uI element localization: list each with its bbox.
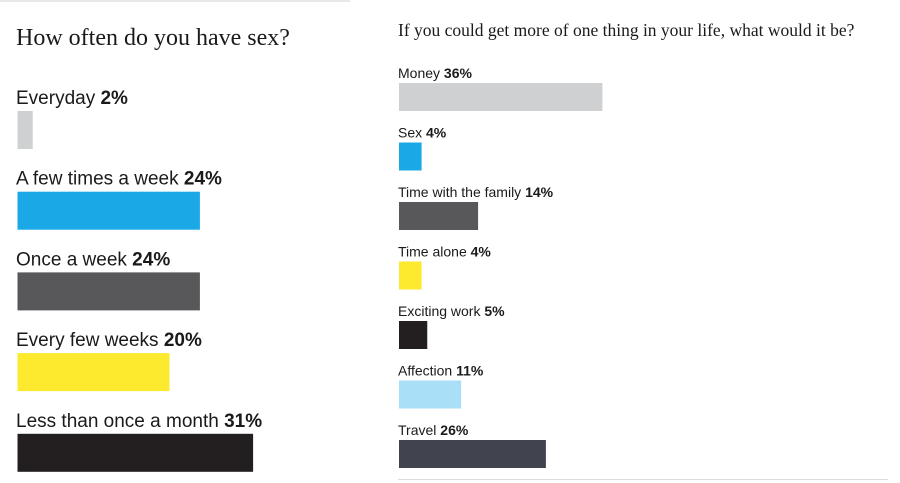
- category-name-exciting-work: Exciting work: [398, 303, 481, 319]
- category-name-money: Money: [398, 65, 440, 81]
- value-label-affection: 11%: [452, 363, 484, 379]
- category-label-less-than-once-a-month: Less than once a month 31%: [16, 411, 262, 432]
- category-label-once-a-week: Once a week 24%: [16, 249, 170, 270]
- category-label-time-with-the-family: Time with the family 14%: [398, 184, 554, 200]
- chart-title-sex-frequency: How often do you have sex?: [16, 25, 290, 51]
- bar-everyday: [17, 111, 33, 149]
- bar-sex: [399, 142, 422, 171]
- bar-less-than-once-a-month: [17, 433, 254, 472]
- category-label-exciting-work: Exciting work 5%: [398, 303, 505, 319]
- value-label-less-than-once-a-month: 31%: [219, 411, 262, 432]
- category-name-affection: Affection: [398, 363, 452, 379]
- category-label-sex: Sex 4%: [398, 125, 447, 141]
- category-name-time-alone: Time alone: [398, 244, 467, 260]
- category-name-every-few-weeks: Every few weeks: [16, 330, 159, 351]
- category-name-time-with-the-family: Time with the family: [398, 184, 521, 200]
- bar-chart-sex-frequency: Everyday 2%A few times a week 24%Once a …: [16, 88, 262, 472]
- category-name-everyday: Everyday: [16, 88, 96, 109]
- category-label-a-few-times-a-week: A few times a week 24%: [16, 169, 222, 190]
- category-name-once-a-week: Once a week: [16, 249, 127, 270]
- category-name-travel: Travel: [398, 422, 436, 438]
- value-label-time-alone: 4%: [467, 244, 492, 260]
- bar-once-a-week: [17, 272, 200, 311]
- value-label-every-few-weeks: 20%: [159, 330, 202, 351]
- bar-money: [399, 83, 603, 111]
- category-name-a-few-times-a-week: A few times a week: [16, 169, 179, 190]
- value-label-exciting-work: 5%: [480, 303, 505, 319]
- bar-time-with-the-family: [399, 202, 479, 230]
- value-label-everyday: 2%: [95, 88, 128, 109]
- category-label-money: Money 36%: [398, 65, 472, 81]
- value-label-sex: 4%: [422, 125, 447, 141]
- category-name-sex: Sex: [398, 125, 422, 141]
- category-label-every-few-weeks: Every few weeks 20%: [16, 330, 202, 351]
- chart-panel-sex-frequency: [0, 0, 360, 483]
- bar-affection: [399, 380, 462, 409]
- category-label-affection: Affection 11%: [398, 363, 484, 379]
- bar-a-few-times-a-week: [17, 191, 200, 230]
- category-name-less-than-once-a-month: Less than once a month: [16, 411, 219, 432]
- value-label-time-with-the-family: 14%: [521, 184, 553, 200]
- bar-every-few-weeks: [17, 353, 170, 392]
- value-label-once-a-week: 24%: [127, 249, 170, 270]
- value-label-a-few-times-a-week: 24%: [179, 169, 222, 190]
- value-label-travel: 26%: [436, 422, 468, 438]
- bar-travel: [399, 440, 546, 468]
- category-label-time-alone: Time alone 4%: [398, 244, 491, 260]
- bottom-divider: [398, 479, 888, 480]
- bar-exciting-work: [399, 321, 428, 349]
- category-label-everyday: Everyday 2%: [16, 88, 128, 109]
- category-label-travel: Travel 26%: [398, 422, 469, 438]
- bar-time-alone: [399, 261, 422, 290]
- chart-title-more-of-one-thing: If you could get more of one thing in yo…: [398, 20, 855, 40]
- value-label-money: 36%: [440, 65, 472, 81]
- top-divider: [0, 0, 350, 2]
